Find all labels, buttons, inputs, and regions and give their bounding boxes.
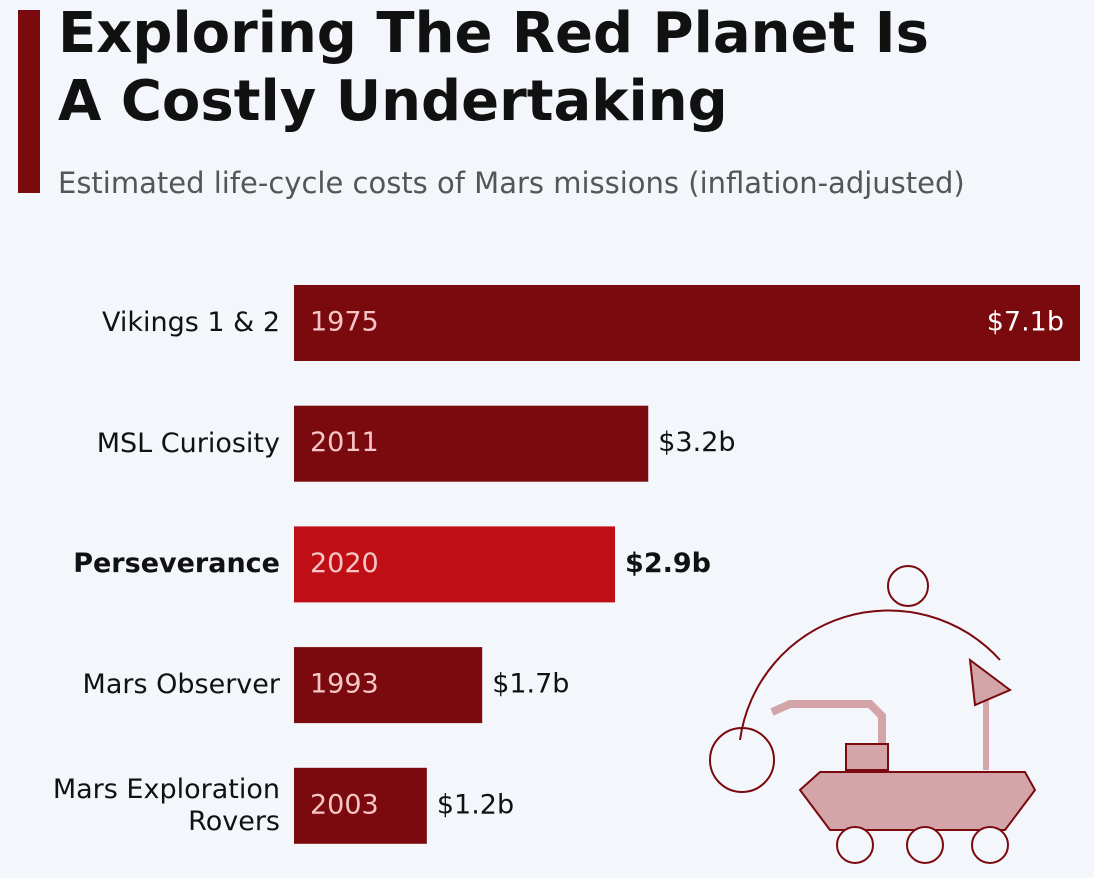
rover-box <box>845 743 889 771</box>
rover-wheel <box>906 826 944 864</box>
value-label: $1.7b <box>492 669 569 700</box>
rover-dish <box>968 657 1012 707</box>
value-label: $3.2b <box>658 427 735 458</box>
rover-illustration <box>709 565 1037 864</box>
category-label: Mars Exploration Rovers <box>52 773 280 837</box>
moon-icon <box>887 565 929 607</box>
category-label: MSL Curiosity <box>96 427 280 459</box>
year-label: 2011 <box>310 427 379 458</box>
category-label: Mars Observer <box>82 669 280 701</box>
bar <box>294 647 483 724</box>
year-label: 1993 <box>310 669 379 700</box>
chart-subtitle: Estimated life-cycle costs of Mars missi… <box>58 166 965 200</box>
bar <box>294 767 427 844</box>
planet-icon <box>709 727 775 793</box>
bar <box>294 285 1080 361</box>
value-label: $7.1b <box>987 307 1064 338</box>
category-label: Vikings 1 & 2 <box>102 307 280 338</box>
year-label: 1975 <box>310 307 379 338</box>
value-label: $2.9b <box>625 548 711 579</box>
category-label: Perseverance <box>73 548 280 580</box>
rover-wheel <box>836 826 874 864</box>
orbit <box>739 609 1001 741</box>
value-label: $1.2b <box>437 789 514 820</box>
year-label: 2003 <box>310 789 379 820</box>
rover-arm <box>770 700 886 745</box>
year-label: 2020 <box>310 548 379 579</box>
rover-wheel <box>971 826 1009 864</box>
rover-body <box>798 771 1037 831</box>
accent-bar <box>18 10 40 193</box>
bar <box>294 526 616 603</box>
bar <box>294 405 649 482</box>
chart-title: Exploring The Red Planet Is A Costly Und… <box>58 1 929 134</box>
